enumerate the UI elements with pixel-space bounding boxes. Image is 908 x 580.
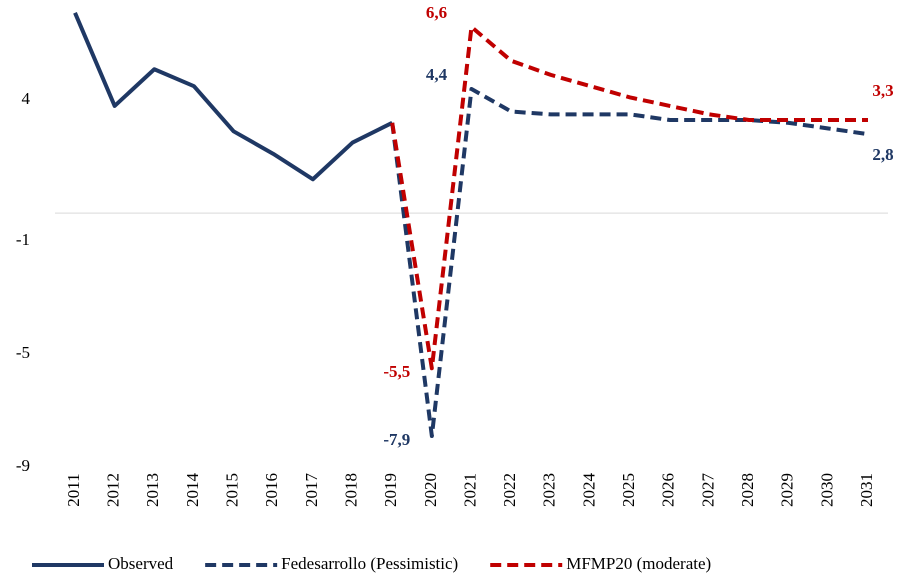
data-label: -7,9 <box>383 430 410 449</box>
x-tick-label: 2021 <box>460 473 479 507</box>
x-tick-label: 2020 <box>421 473 440 507</box>
x-tick-label: 2016 <box>262 473 281 507</box>
y-tick-label: 4 <box>22 89 31 108</box>
series-line <box>390 86 869 438</box>
data-label: 2,8 <box>872 145 893 164</box>
x-tick-label: 2029 <box>778 473 797 507</box>
x-tick-label: 2013 <box>143 473 162 507</box>
x-tick-label: 2012 <box>104 473 123 507</box>
series-line <box>390 24 868 371</box>
y-tick-label: -5 <box>16 343 30 362</box>
data-label: -5,5 <box>383 362 410 381</box>
x-tick-label: 2028 <box>738 473 757 507</box>
x-tick-label: 2031 <box>857 473 876 507</box>
x-tick-label: 2027 <box>698 473 717 508</box>
x-tick-label: 2030 <box>817 473 836 507</box>
y-tick-label: -1 <box>16 230 30 249</box>
data-label: 3,3 <box>872 81 893 100</box>
legend-label: Fedesarrollo (Pessimistic) <box>281 554 458 573</box>
y-tick-label: -9 <box>16 456 30 475</box>
x-tick-label: 2017 <box>302 473 321 508</box>
data-label: 6,6 <box>426 3 447 22</box>
x-tick-label: 2025 <box>619 473 638 507</box>
data-label: 4,4 <box>426 65 448 84</box>
x-tick-label: 2018 <box>341 473 360 507</box>
legend-label: Observed <box>108 554 174 573</box>
series-line <box>73 12 394 182</box>
x-tick-label: 2014 <box>183 473 202 508</box>
x-tick-label: 2024 <box>579 473 598 508</box>
x-tick-label: 2022 <box>500 473 519 507</box>
x-tick-label: 2023 <box>540 473 559 507</box>
x-tick-label: 2026 <box>659 473 678 507</box>
x-tick-label: 2019 <box>381 473 400 507</box>
x-tick-label: 2011 <box>64 473 83 506</box>
x-tick-label: 2015 <box>223 473 242 507</box>
legend-label: MFMP20 (moderate) <box>566 554 711 573</box>
